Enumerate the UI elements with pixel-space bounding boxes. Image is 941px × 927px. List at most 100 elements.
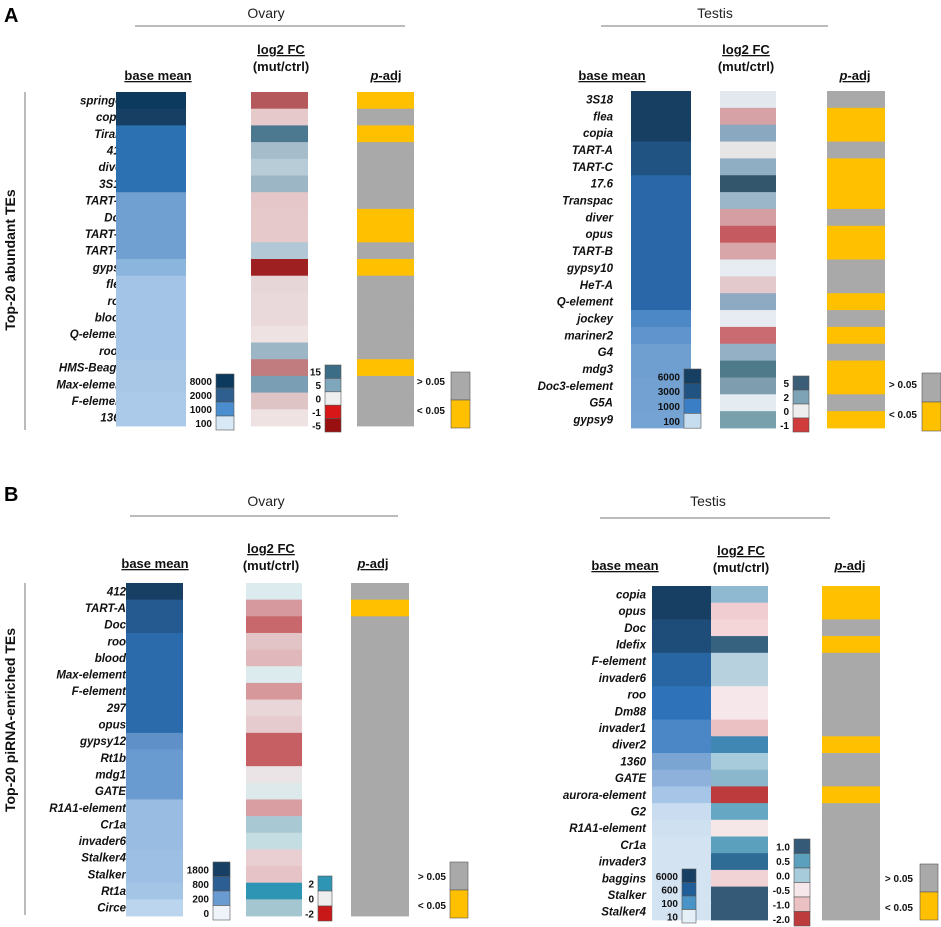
- log2fc-cell: [720, 276, 776, 294]
- padj-cell: [822, 719, 880, 737]
- base-mean-cell: [631, 377, 691, 395]
- te-name: G2: [631, 806, 647, 818]
- te-name: mdg1: [95, 769, 126, 781]
- base-mean-legend-swatch: [683, 383, 702, 399]
- log2fc-cell: [251, 392, 308, 410]
- padj-legend-swatch: [921, 401, 941, 432]
- padj-cell: [357, 292, 414, 310]
- padj-legend-label: > 0.05: [418, 872, 447, 883]
- log2fc-cell: [720, 242, 776, 260]
- padj-cell: [351, 866, 409, 884]
- base-mean-legend-label: 0: [203, 909, 209, 920]
- padj-cell: [827, 394, 885, 412]
- log2fc-legend-swatch: [324, 364, 342, 379]
- te-name: F-element: [72, 686, 127, 698]
- log2fc-cell: [246, 599, 302, 617]
- base-mean-legend-label: 6000: [656, 872, 679, 883]
- te-name: Cr1a: [100, 819, 126, 831]
- base-mean-legend-swatch: [681, 895, 697, 910]
- te-name: Max-element: [56, 379, 127, 391]
- te-name: mariner2: [564, 330, 613, 342]
- log2fc-legend-label: 0.0: [776, 871, 790, 882]
- base-mean-legend-swatch: [212, 905, 231, 921]
- padj-cell: [357, 125, 414, 143]
- log2fc-legend-label: 5: [783, 379, 789, 390]
- te-name: diver2: [612, 740, 646, 752]
- base-mean-cell: [116, 242, 186, 260]
- base-mean-cell: [652, 819, 712, 837]
- padj-cell: [351, 732, 409, 750]
- log2fc-cell: [246, 616, 302, 634]
- log2fc-legend-label: 0: [315, 395, 321, 406]
- padj-legend-label: < 0.05: [417, 406, 446, 417]
- padj-cell: [827, 343, 885, 361]
- log2fc-cell: [251, 125, 308, 143]
- base-mean-cell: [126, 583, 183, 601]
- log2fc-cell: [246, 649, 302, 667]
- base-mean-cell: [116, 409, 186, 427]
- padj-legend-label: < 0.05: [418, 901, 447, 912]
- log2fc-legend-label: -2.0: [773, 915, 791, 926]
- padj-cell: [351, 583, 409, 601]
- base-mean-cell: [126, 882, 183, 900]
- base-mean-cell: [116, 125, 186, 143]
- base-mean-cell: [652, 736, 712, 754]
- base-mean-cell: [126, 749, 183, 767]
- padj-cell: [351, 849, 409, 867]
- log2fc-cell: [711, 602, 768, 620]
- panel-label: B: [4, 484, 18, 506]
- padj-legend-label: < 0.05: [885, 903, 914, 914]
- padj-cell: [827, 192, 885, 210]
- log2fc-cell: [246, 682, 302, 700]
- header-mut-ctrl: (mut/ctrl): [243, 558, 299, 573]
- header-log2fc: log2 FC: [722, 42, 770, 57]
- padj-cell: [822, 903, 880, 921]
- te-name: GATE: [615, 773, 646, 785]
- padj-cell: [822, 652, 880, 670]
- base-mean-cell: [116, 142, 186, 160]
- base-mean-legend-label: 6000: [658, 372, 681, 383]
- log2fc-cell: [711, 853, 768, 871]
- base-mean-cell: [126, 849, 183, 867]
- base-mean-cell: [116, 259, 186, 277]
- base-mean-legend-label: 100: [663, 417, 680, 428]
- padj-cell: [822, 636, 880, 654]
- padj-cell: [822, 836, 880, 854]
- base-mean-cell: [652, 786, 712, 804]
- te-name: copia: [583, 128, 614, 140]
- log2fc-legend-label: -0.5: [773, 886, 791, 897]
- padj-legend-label: > 0.05: [889, 380, 918, 391]
- base-mean-cell: [652, 669, 712, 687]
- te-name: invader6: [79, 836, 127, 848]
- padj-cell: [357, 309, 414, 327]
- te-name: GATE: [95, 786, 126, 798]
- log2fc-cell: [251, 292, 308, 310]
- padj-legend-label: > 0.05: [885, 874, 914, 885]
- te-name: blood: [95, 653, 127, 665]
- log2fc-cell: [246, 632, 302, 650]
- padj-cell: [357, 158, 414, 176]
- padj-cell: [827, 360, 885, 378]
- log2fc-legend-swatch: [793, 896, 811, 912]
- log2fc-cell: [251, 108, 308, 126]
- padj-cell: [351, 699, 409, 717]
- base-mean-legend-swatch: [683, 368, 702, 385]
- base-mean-cell: [652, 636, 712, 654]
- header-mut-ctrl: (mut/ctrl): [718, 59, 774, 74]
- log2fc-cell: [711, 669, 768, 687]
- header-base-mean: base mean: [124, 68, 191, 83]
- header-log2fc: log2 FC: [247, 541, 295, 556]
- base-mean-legend-swatch: [681, 868, 697, 883]
- base-mean-cell: [126, 732, 183, 750]
- log2fc-cell: [246, 749, 302, 767]
- padj-cell: [357, 359, 414, 377]
- base-mean-cell: [116, 375, 186, 393]
- header-padj: p-adj: [369, 68, 401, 83]
- log2fc-cell: [246, 899, 302, 917]
- te-name: aurora-element: [563, 790, 647, 802]
- log2fc-cell: [720, 208, 776, 227]
- panel-title: Ovary: [247, 5, 284, 21]
- padj-legend-swatch: [450, 371, 471, 401]
- log2fc-cell: [720, 394, 776, 412]
- base-mean-cell: [631, 124, 691, 142]
